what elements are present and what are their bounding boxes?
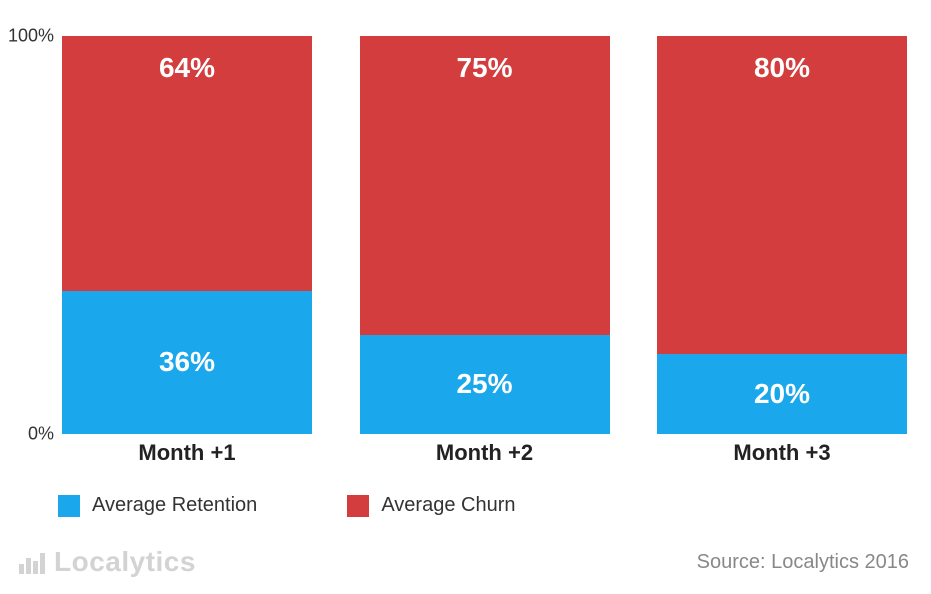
brand-logo: Localytics <box>18 546 196 578</box>
legend: Average Retention Average Churn <box>58 494 515 517</box>
legend-swatch-churn <box>347 495 369 517</box>
legend-label-churn: Average Churn <box>381 494 515 517</box>
legend-item-churn: Average Churn <box>347 494 515 517</box>
bar-month-2-retention: 25% <box>360 335 610 435</box>
source-text: Source: Localytics 2016 <box>697 551 909 574</box>
y-axis-tick-0: 0% <box>28 424 62 445</box>
x-label-month-2: Month +2 <box>360 440 610 466</box>
bar-month-1-churn: 64% <box>62 36 312 291</box>
bar-month-1: 64% 36% <box>62 36 312 434</box>
legend-item-retention: Average Retention <box>58 494 257 517</box>
brand-name: Localytics <box>54 546 196 578</box>
chart-area: 100% 0% 64% 36% 75% 25% 80% 20% <box>62 36 907 434</box>
legend-label-retention: Average Retention <box>92 494 257 517</box>
bar-month-3-churn: 80% <box>657 36 907 354</box>
bar-month-3: 80% 20% <box>657 36 907 434</box>
bar-month-2: 75% 25% <box>360 36 610 434</box>
bar-chart-icon <box>18 550 46 574</box>
y-axis-tick-100: 100% <box>8 26 62 47</box>
bar-month-3-retention: 20% <box>657 354 907 434</box>
x-label-month-3: Month +3 <box>657 440 907 466</box>
bars-container: 64% 36% 75% 25% 80% 20% <box>62 36 907 434</box>
legend-swatch-retention <box>58 495 80 517</box>
bar-month-2-churn: 75% <box>360 36 610 335</box>
bar-month-1-retention: 36% <box>62 291 312 434</box>
x-axis: Month +1 Month +2 Month +3 <box>62 440 907 466</box>
x-label-month-1: Month +1 <box>62 440 312 466</box>
